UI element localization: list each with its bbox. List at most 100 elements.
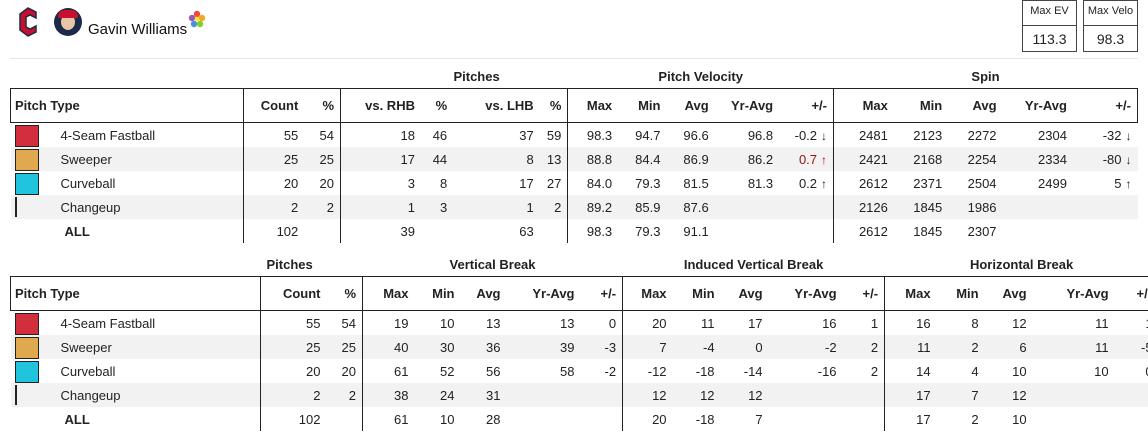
pct-cell: 20 — [326, 359, 363, 383]
ivb-min-cell: 11 — [701, 315, 715, 331]
vb-avg-cell: 31 — [460, 383, 507, 407]
table-row-all[interactable]: ALL 102 61 10 28 20 -18 7 17 2 10 — [10, 407, 1148, 431]
pitch-color-swatch — [14, 125, 39, 147]
col2-count[interactable]: Count — [260, 276, 327, 311]
col-pitch-type[interactable]: Pitch Type — [9, 88, 245, 123]
vb-min-cell: 24 — [414, 383, 461, 407]
ivb-max-cell: 20 — [652, 411, 667, 427]
table-row[interactable]: Sweeper 25 25 17 44 8 13 88.8 84.4 86.9 86.2 0.7 ↑ 24… — [10, 147, 1138, 171]
player-avatar[interactable] — [54, 8, 82, 36]
ivb-min-cell: 12 — [672, 383, 721, 407]
spin-diff-cell: -32 ↓ — [1073, 123, 1138, 148]
ivb-avg-cell: 12 — [720, 383, 769, 407]
col-pct[interactable]: % — [304, 88, 342, 123]
spin-yr-avg-cell: 2499 — [1038, 175, 1067, 191]
rhb-pct-cell: 44 — [420, 147, 454, 171]
pitch-type-cell[interactable]: Curveball — [10, 171, 245, 195]
ivb-diff-cell: 1 — [842, 310, 886, 335]
ivb-yr-avg-cell: -16 — [817, 363, 837, 379]
col2-ivb-yr-avg[interactable]: Yr-Avg — [768, 276, 843, 311]
col-spin-yr-avg[interactable]: Yr-Avg — [1002, 88, 1073, 123]
vb-min-cell: 10 — [440, 315, 455, 331]
pitch-type-cell[interactable]: 4-Seam Fastball — [10, 310, 261, 335]
pitch-type-cell[interactable]: Sweeper — [10, 335, 261, 359]
col2-vb-diff[interactable]: +/- — [580, 276, 624, 311]
table-row[interactable]: 4-Seam Fastball 55 54 18 46 37 59 98.3 94.7 96.6 9… — [10, 122, 1138, 148]
spin-min-cell: 1845 — [913, 223, 943, 239]
col2-vb-yr-avg[interactable]: Yr-Avg — [506, 276, 581, 311]
col2-hb-min[interactable]: Min — [936, 276, 985, 311]
all-label: ALL — [10, 407, 261, 431]
col2-ivb-diff[interactable]: +/- — [842, 276, 886, 311]
col-velo-diff[interactable]: +/- — [779, 88, 835, 123]
col-velo-avg[interactable]: Avg — [666, 88, 715, 123]
velo-diff-cell — [779, 195, 835, 219]
col2-vb-min[interactable]: Min — [414, 276, 461, 311]
velo-yr-avg-cell: 86.2 — [714, 147, 780, 171]
pitch-type-cell[interactable]: Curveball — [10, 359, 261, 383]
group-horizontal-break-header: Horizontal Break — [969, 256, 1074, 272]
velo-avg-cell: 86.9 — [666, 147, 715, 171]
col-vs-rhb[interactable]: vs. RHB — [340, 88, 421, 123]
velo-avg-cell: 91.1 — [683, 223, 709, 239]
pitch-type-cell[interactable]: 4-Seam Fastball — [10, 122, 245, 147]
col2-ivb-min[interactable]: Min — [672, 276, 721, 311]
table-row[interactable]: 4-Seam Fastball 55 54 19 10 13 13 0 20 11 17 16 1 16 8… — [10, 310, 1148, 335]
table-row[interactable]: Changeup 2 2 1 3 1 2 89.2 85.9 87.6 2126 1845 1986 — [10, 195, 1138, 219]
col-velo-yr-avg[interactable]: Yr-Avg — [714, 88, 780, 123]
col2-vb-max[interactable]: Max — [362, 276, 415, 311]
pitch-type-name: Curveball — [60, 363, 116, 379]
hb-diff-cell: -5 — [1114, 335, 1148, 359]
col2-hb-diff[interactable]: +/- — [1114, 276, 1148, 311]
pitch-color-swatch — [14, 197, 17, 217]
pitch-type-cell[interactable]: Sweeper — [10, 147, 245, 171]
col-spin-min[interactable]: Min — [893, 88, 949, 123]
empty-cell — [507, 407, 581, 431]
player-name[interactable]: Gavin Williams — [88, 21, 188, 38]
spin-max-cell: 2481 — [858, 127, 888, 143]
col2-ivb-max[interactable]: Max — [622, 276, 673, 311]
col-spin-max[interactable]: Max — [833, 88, 894, 123]
col2-ivb-avg[interactable]: Avg — [720, 276, 769, 311]
col2-hb-yr-avg[interactable]: Yr-Avg — [1032, 276, 1115, 311]
max-velo-value: 98.3 — [1084, 25, 1137, 47]
col-vs-lhb[interactable]: vs. LHB — [453, 88, 540, 123]
col-lhb-pct[interactable]: % — [539, 88, 569, 123]
vb-avg-cell: 56 — [486, 363, 501, 379]
pitch-type-cell[interactable]: Changeup — [10, 383, 261, 407]
empty-cell — [539, 219, 569, 243]
col2-hb-avg[interactable]: Avg — [984, 276, 1033, 311]
col2-vb-avg[interactable]: Avg — [460, 276, 507, 311]
col-count[interactable]: Count — [243, 88, 305, 123]
col-velo-min[interactable]: Min — [618, 88, 667, 123]
vb-max-cell: 38 — [362, 383, 415, 407]
hb-max-cell: 11 — [884, 335, 937, 359]
trend-arrow-icon: ↓ — [821, 128, 828, 143]
max-velo-box: Max Velo 98.3 — [1083, 0, 1138, 52]
velo-avg-cell: 81.5 — [683, 175, 709, 191]
col-spin-diff[interactable]: +/- — [1072, 88, 1138, 123]
guardians-c-logo-icon[interactable] — [16, 6, 40, 38]
col-velo-max[interactable]: Max — [567, 88, 619, 123]
empty-cell — [580, 407, 624, 431]
pitch-type-cell[interactable]: Changeup — [10, 195, 245, 219]
col2-pitch-type[interactable]: Pitch Type — [10, 276, 261, 311]
col-rhb-pct[interactable]: % — [420, 88, 454, 123]
table-row[interactable]: Curveball 20 20 3 8 17 27 84.0 79.3 81.5 81.3 0.2 ↑ 2… — [10, 171, 1138, 195]
hb-max-cell: 17 — [884, 383, 937, 407]
empty-cell — [842, 407, 886, 431]
table-row[interactable]: Curveball 20 20 61 52 56 58 -2 -12 -18 -14 -16 2 14 4 1… — [10, 359, 1148, 383]
lhb-pct-cell: 13 — [539, 147, 569, 171]
col-spin-avg[interactable]: Avg — [948, 88, 1003, 123]
table-row[interactable]: Changeup 2 2 38 24 31 12 12 12 17 7 12 — [10, 383, 1148, 407]
col2-hb-max[interactable]: Max — [884, 276, 937, 311]
velo-min-cell: 85.9 — [618, 195, 667, 219]
velo-max-cell: 88.8 — [567, 147, 619, 171]
table-row-all[interactable]: ALL 102 39 63 98.3 79.3 91.1 2612 1845 2307 — [10, 219, 1138, 243]
col2-pct[interactable]: % — [326, 276, 363, 311]
pct-cell: 25 — [326, 335, 363, 359]
count-cell: 20 — [283, 175, 299, 191]
hb-avg-cell: 12 — [984, 383, 1033, 407]
spin-min-cell: 2371 — [913, 175, 943, 191]
